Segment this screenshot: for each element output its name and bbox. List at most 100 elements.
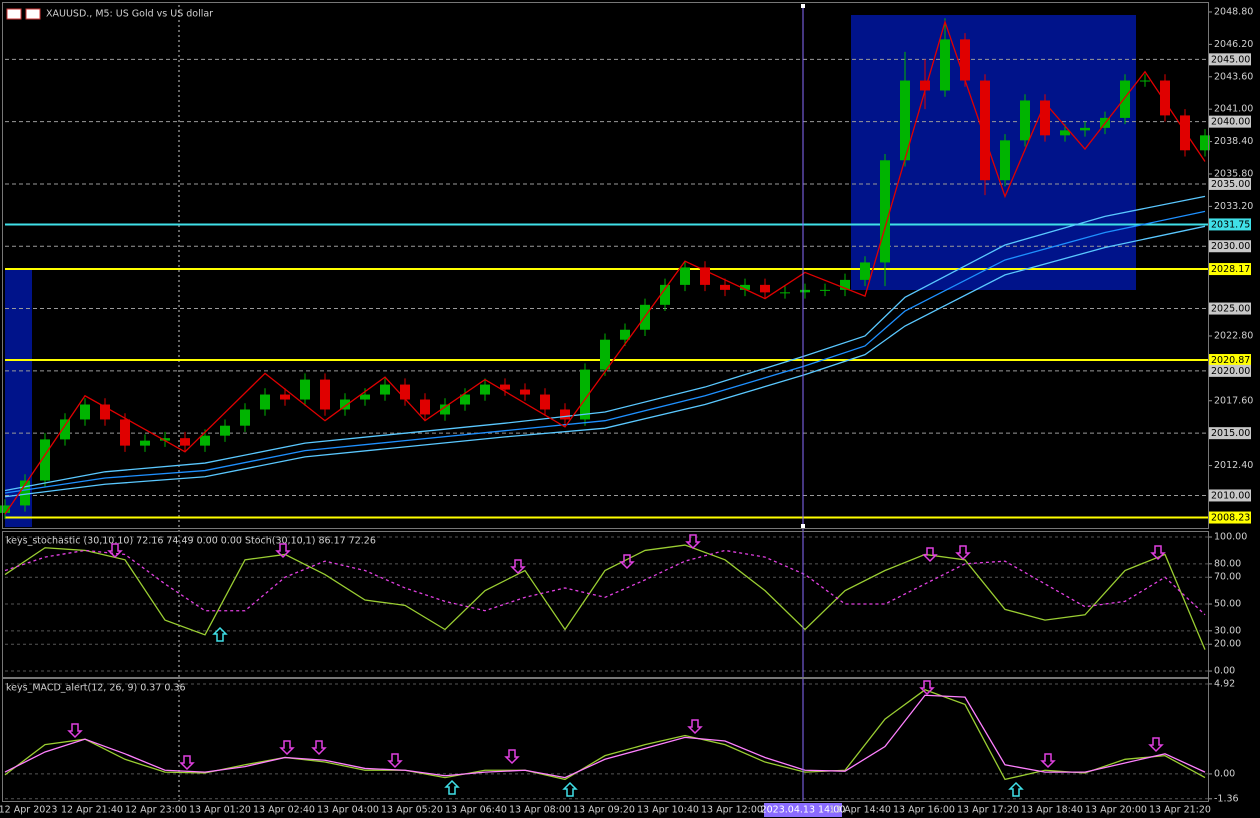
x-tick-label: 13 Apr 21:20	[1149, 805, 1211, 816]
candle-body	[460, 394, 470, 405]
level-label-box	[1209, 302, 1251, 315]
candle-body	[220, 425, 230, 436]
buy-arrow	[562, 781, 578, 797]
main-frame	[2, 2, 1209, 529]
candle-body	[1200, 135, 1210, 151]
candle-body	[1060, 130, 1070, 136]
sell-arrow	[1148, 737, 1164, 753]
chart-title: XAUUSD., M5: US Gold vs US dollar	[46, 9, 213, 20]
candle-body	[620, 329, 630, 340]
candle-body	[720, 284, 730, 290]
candle-body	[180, 438, 190, 446]
candle-body	[160, 438, 170, 441]
level-label: 2030.00	[1211, 241, 1250, 252]
y-tick-label: 80.00	[1214, 558, 1241, 569]
symbol-icons	[6, 8, 41, 20]
x-tick-label: 13 Apr 10:40	[637, 805, 699, 816]
x-tick-label: 13 Apr 01:20	[189, 805, 251, 816]
shaded-zone	[851, 15, 1136, 290]
sell-arrow	[311, 740, 327, 756]
level-label-box	[1209, 177, 1251, 190]
candle-body	[240, 409, 250, 426]
level-label: 2035.00	[1211, 179, 1250, 190]
candle-body	[120, 419, 130, 446]
crosshair-handle	[801, 4, 805, 8]
sell-arrow	[1040, 753, 1056, 769]
x-tick-label: 13 Apr 09:20	[573, 805, 635, 816]
candle-body	[560, 409, 570, 420]
y-tick-label: 30.00	[1214, 625, 1241, 636]
sell-arrow	[279, 740, 295, 756]
x-tick-label: 13 Apr 16:00	[893, 805, 955, 816]
y-tick-label: 2048.80	[1214, 6, 1253, 17]
x-tick-label: 13 Apr 18:40	[1021, 805, 1083, 816]
y-tick-label: 2046.20	[1214, 39, 1253, 50]
candle-body	[580, 369, 590, 420]
candle-body	[1140, 80, 1150, 82]
level-label: 2020.00	[1211, 366, 1250, 377]
sell-arrow	[955, 545, 971, 561]
level-label-box	[1209, 240, 1251, 253]
candle-body	[960, 39, 970, 81]
x-tick-label: 13 Apr 20:00	[1085, 805, 1147, 816]
y-tick-label: 2033.20	[1214, 201, 1253, 212]
overlay-line	[4, 19, 1206, 515]
level-label: 2010.00	[1211, 490, 1250, 501]
level-label: 2020.87	[1211, 355, 1250, 366]
x-tick-label: 12 Apr 2023	[0, 805, 57, 816]
buy-arrow	[212, 626, 228, 642]
sell-arrow	[687, 719, 703, 735]
overlay: 2045.00 2040.00 2035.00 2031.75 2030.00 2028.…	[0, 53, 1251, 816]
candle-body	[680, 267, 690, 285]
x-tick-label: 12 Apr 21:40	[61, 805, 123, 816]
candle-body	[1080, 127, 1090, 131]
sell-arrow	[179, 755, 195, 771]
level-label: 2028.17	[1211, 264, 1250, 275]
candle-body	[1160, 80, 1170, 116]
y-tick-label: -1.36	[1214, 793, 1239, 804]
level-label: 2045.00	[1211, 54, 1250, 65]
sell-arrow	[619, 554, 635, 570]
candle-body	[340, 399, 350, 410]
candle-body	[940, 39, 950, 91]
level-label-box	[1209, 354, 1251, 367]
y-tick-label: 2038.40	[1214, 136, 1253, 147]
y-tick-label: 70.00	[1214, 572, 1241, 583]
level-label-box	[1209, 218, 1251, 231]
sell-arrow	[107, 543, 123, 559]
y-tick-label: 20.00	[1214, 639, 1241, 650]
candle-body	[40, 439, 50, 481]
indicator-line	[4, 544, 1206, 650]
crosshair-time-box	[764, 803, 842, 817]
candle-body	[660, 284, 670, 305]
y-tick-label: 50.00	[1214, 599, 1241, 610]
crosshair-handle	[801, 524, 805, 528]
icon	[6, 8, 22, 20]
candle-body	[860, 262, 870, 280]
sell-arrow	[919, 680, 935, 696]
grid: 2048.80 2046.20 2043.60 2041.00 2038.40 2035.…	[5, 6, 1253, 804]
x-tick-label: 13 Apr 12:00	[701, 805, 763, 816]
level-label-box	[1209, 489, 1251, 502]
level-label-box	[1209, 53, 1251, 66]
sell-arrow	[922, 547, 938, 563]
level-label-box	[1209, 263, 1251, 276]
overlay-line	[4, 210, 1206, 494]
sell-arrow	[1150, 545, 1166, 561]
candle-body	[880, 160, 890, 263]
sell-arrow	[504, 749, 520, 765]
candle-body	[440, 404, 450, 415]
candle-body	[920, 80, 930, 91]
y-tick-label: 0.00	[1214, 666, 1235, 677]
sell-arrow	[685, 534, 701, 550]
candle-body	[1000, 140, 1010, 181]
buy-arrow	[1008, 781, 1024, 797]
buy-arrow	[444, 779, 460, 795]
candle-body	[700, 267, 710, 285]
candle-body	[260, 394, 270, 410]
sell-arrow	[275, 543, 291, 559]
candle-body	[800, 289, 810, 293]
y-tick-label: 100.00	[1214, 532, 1247, 543]
sell-arrow	[67, 723, 83, 739]
